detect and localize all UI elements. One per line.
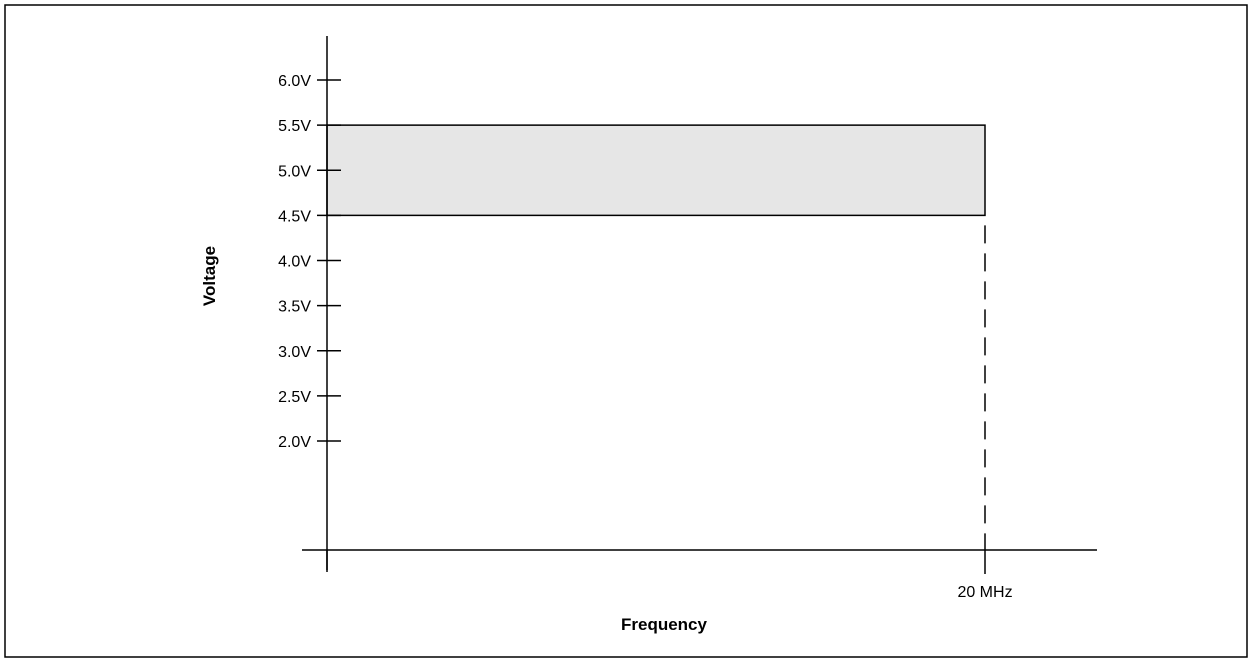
operating-region-0 [326,124,986,217]
y-tick-label-1: 5.5V [278,118,311,135]
y-tick-label-2: 5.0V [278,163,311,180]
x-tick-label-0: 20 MHz [957,584,1012,601]
y-tick-label-0: 6.0V [278,73,311,90]
regions-layer [326,124,986,217]
y-tick-label-6: 3.0V [278,344,311,361]
y-tick-label-5: 3.5V [278,299,311,316]
ticks-layer: 6.0V 5.5V 5.0V 4.5V 4.0V 3.5V 3.0V 2.5V 2.0V 20 M… [278,73,1012,601]
y-tick-label-4: 4.0V [278,254,311,271]
y-tick-label-3: 4.5V [278,208,311,225]
y-tick-label-8: 2.0V [278,434,311,451]
x-axis-title: Frequency [621,615,708,634]
y-axis-title: Voltage [200,246,219,306]
y-tick-label-7: 2.5V [278,389,311,406]
axes-layer [302,36,1097,572]
chart-border [4,4,1248,658]
